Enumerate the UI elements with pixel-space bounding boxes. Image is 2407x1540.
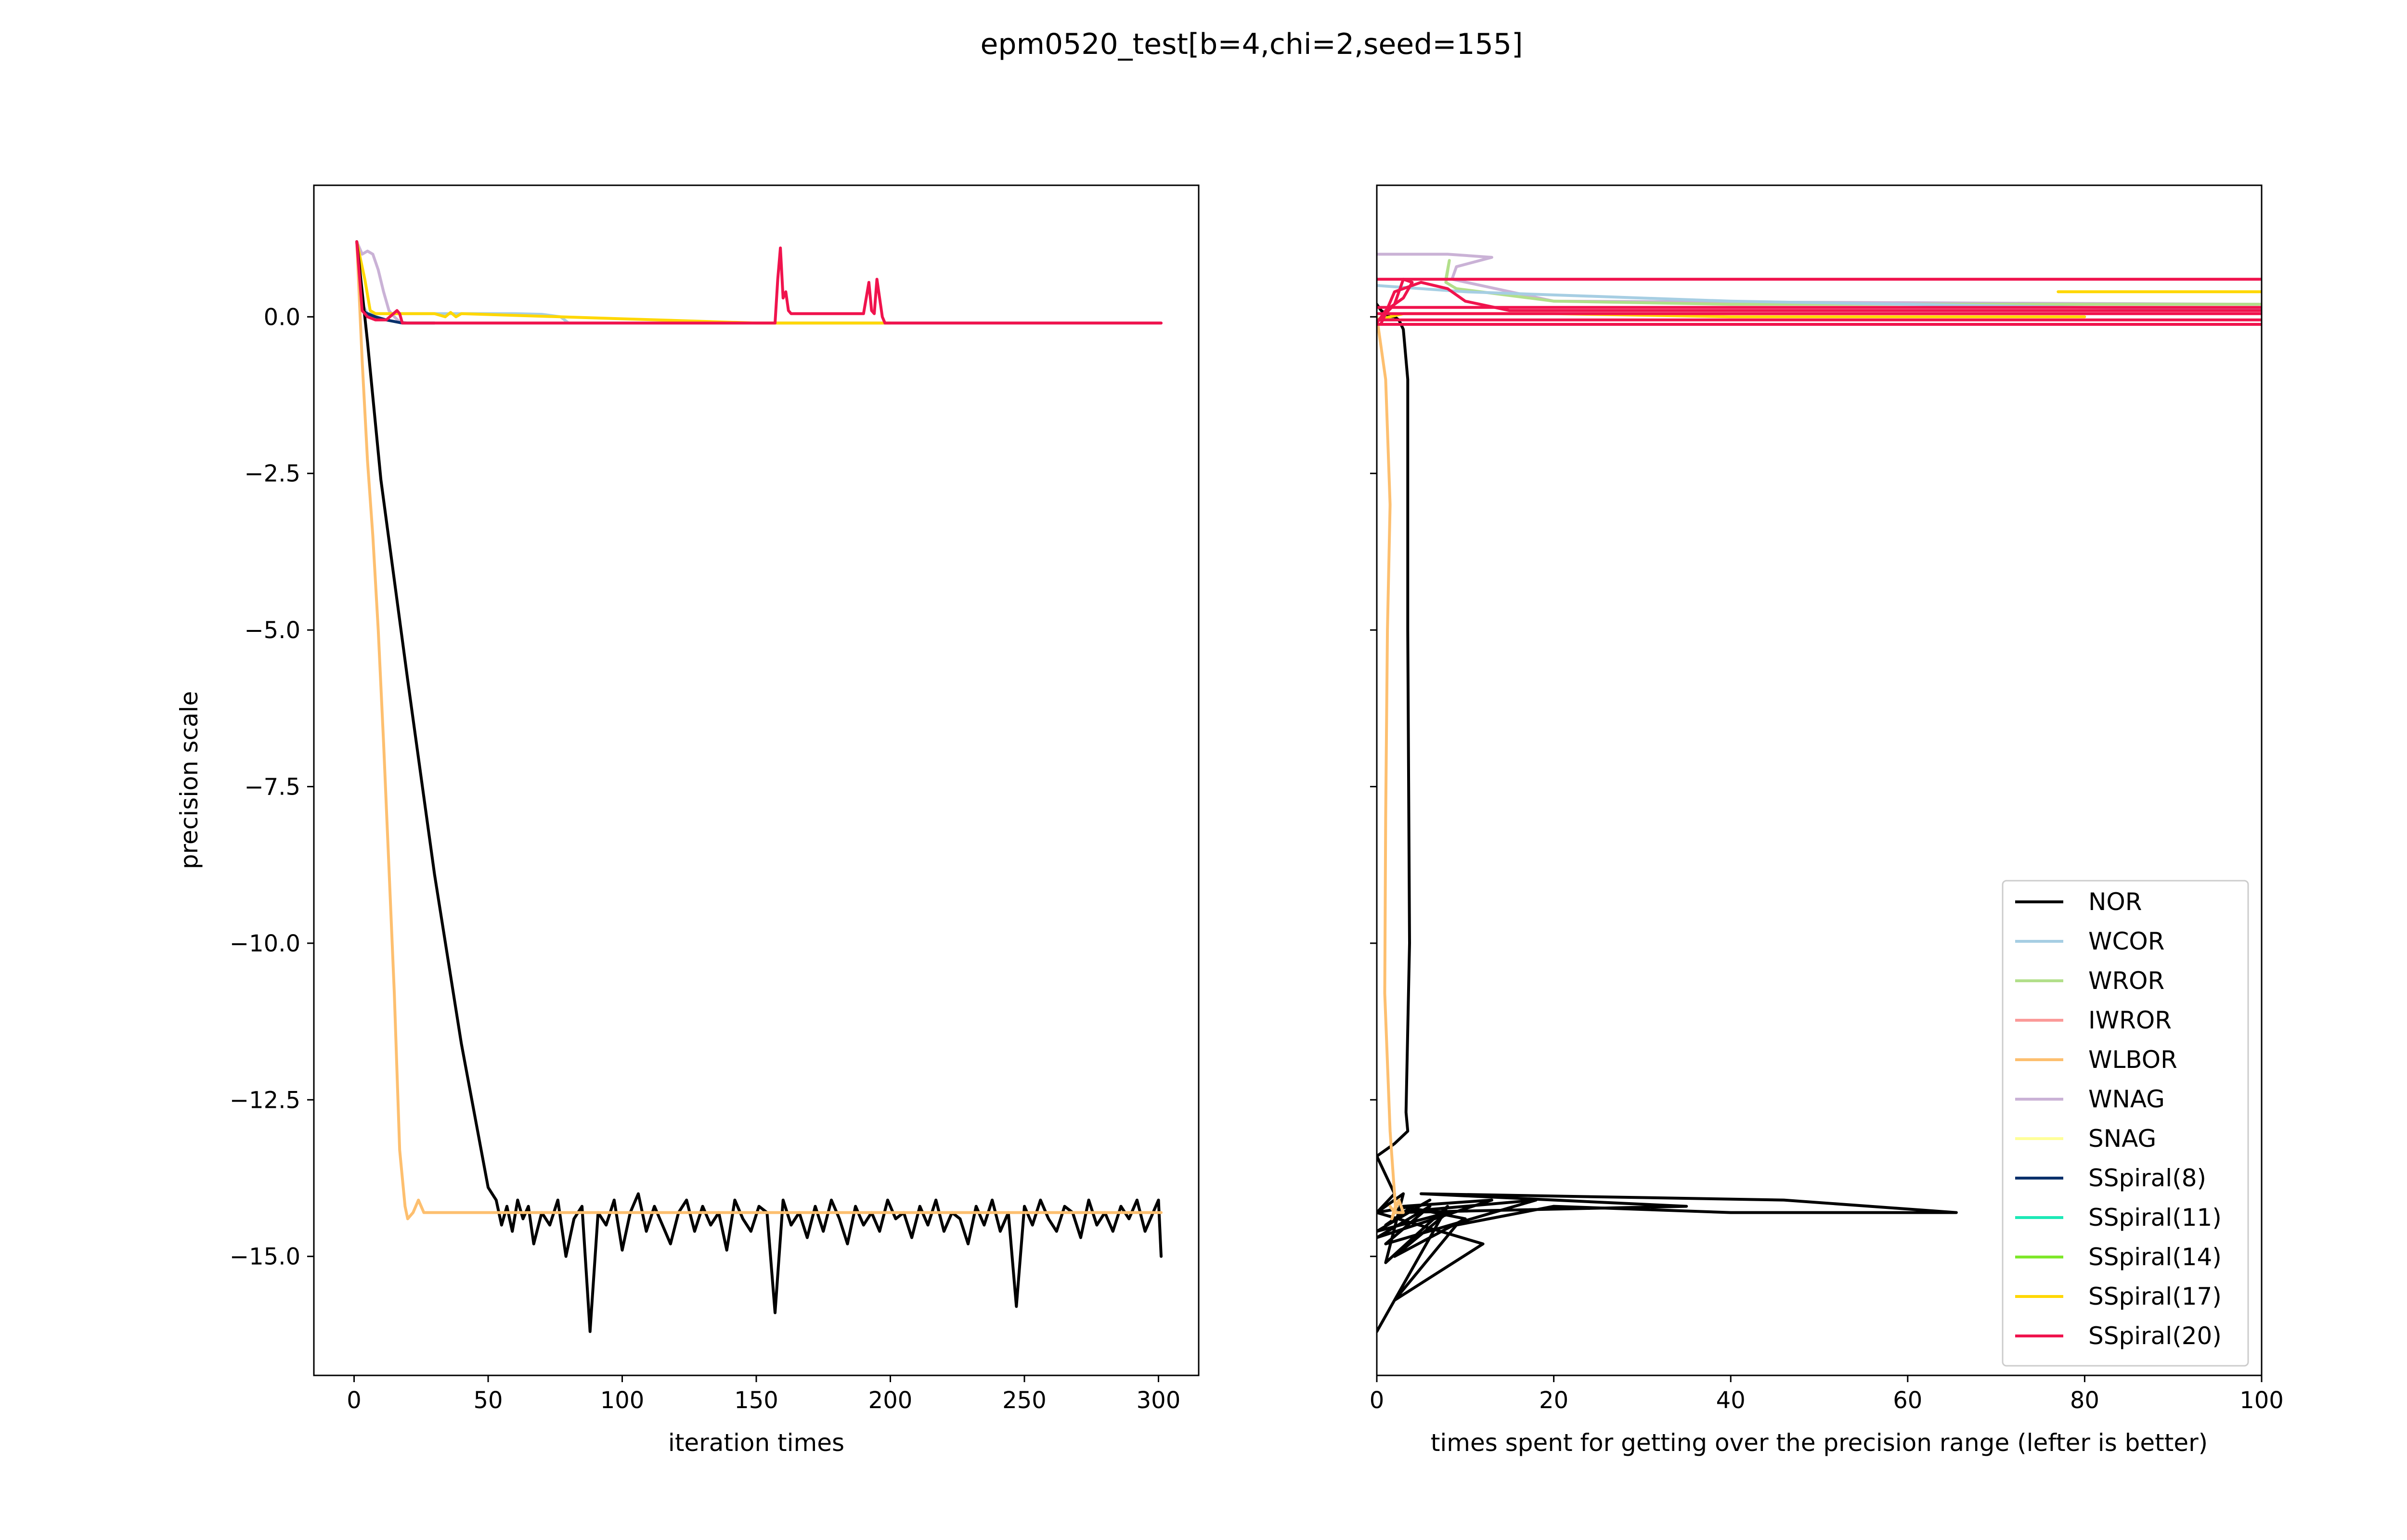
legend-label: SSpiral(20) bbox=[2088, 1322, 2222, 1350]
right-x-tick-label: 20 bbox=[1539, 1387, 1568, 1414]
right-plot-ticks: 0 20 40 60 80 100 bbox=[1370, 316, 2284, 1414]
right-x-tick-label: 60 bbox=[1893, 1387, 1922, 1414]
legend-box bbox=[2002, 880, 2249, 1367]
left-x-tick-label: 100 bbox=[600, 1387, 645, 1414]
right-plot-frame bbox=[1376, 184, 2263, 1376]
left-x-tick-label: 300 bbox=[1137, 1387, 1181, 1414]
left-y-axis-label: precision scale bbox=[175, 691, 203, 869]
legend-label: WNAG bbox=[2088, 1085, 2165, 1113]
legend-label: IWROR bbox=[2088, 1006, 2172, 1034]
left-series-line-6 bbox=[355, 240, 1163, 325]
right-x-axis-label: times spent for getting over the precisi… bbox=[1431, 1429, 2208, 1457]
left-x-tick-label: 250 bbox=[1002, 1387, 1047, 1414]
legend-label: SSpiral(8) bbox=[2088, 1164, 2206, 1192]
legend-label: SSpiral(11) bbox=[2088, 1204, 2222, 1232]
left-series-line-3 bbox=[355, 240, 892, 325]
left-y-tick-label: −5.0 bbox=[244, 617, 300, 644]
legend-label: NOR bbox=[2088, 888, 2142, 916]
left-series-line-4 bbox=[355, 240, 1163, 1333]
legend-label: WCOR bbox=[2088, 927, 2164, 955]
legend-label: SNAG bbox=[2088, 1125, 2156, 1153]
left-plot-ticks: 0 50 100 150 200 250 300 0.0 −2.5 −5.0 −7.5 −10.0 −1… bbox=[230, 304, 1180, 1414]
right-x-tick-label: 0 bbox=[1370, 1387, 1385, 1414]
right-plot: 0 20 40 60 80 100 times spent for getting ove… bbox=[1370, 184, 2284, 1457]
legend: NOR WCOR WROR IWROR WLBOR WNAG SNAG SSpiral(8) S… bbox=[2002, 880, 2249, 1367]
left-x-tick-label: 200 bbox=[868, 1387, 913, 1414]
left-y-tick-label: −12.5 bbox=[230, 1087, 300, 1114]
right-plot-lines bbox=[1377, 253, 2262, 1333]
right-series-line-7 bbox=[1377, 278, 2262, 325]
right-x-tick-label: 100 bbox=[2239, 1387, 2284, 1414]
legend-label: WLBOR bbox=[2088, 1046, 2177, 1074]
left-y-tick-label: 0.0 bbox=[264, 304, 300, 331]
right-series-line-3 bbox=[1444, 259, 2262, 306]
legend-label: SSpiral(14) bbox=[2088, 1243, 2222, 1271]
left-plot-lines bbox=[355, 240, 1163, 1333]
left-y-tick-label: −15.0 bbox=[230, 1244, 300, 1270]
right-series-line-1 bbox=[1377, 315, 1405, 1220]
left-x-tick-label: 150 bbox=[734, 1387, 778, 1414]
left-x-tick-label: 50 bbox=[473, 1387, 503, 1414]
left-series-line-5 bbox=[355, 240, 1163, 1220]
right-x-tick-label: 80 bbox=[2070, 1387, 2099, 1414]
figure-title: epm0520_test[b=4,chi=2,seed=155] bbox=[981, 27, 1523, 61]
left-plot: 0 50 100 150 200 250 300 0.0 −2.5 −5.0 −7.5 −10.0 −1… bbox=[175, 184, 1200, 1457]
left-y-tick-label: −7.5 bbox=[244, 774, 300, 801]
left-x-axis-label: iteration times bbox=[668, 1429, 844, 1457]
right-x-tick-label: 40 bbox=[1716, 1387, 1746, 1414]
legend-label: WROR bbox=[2088, 967, 2164, 995]
left-x-tick-label: 0 bbox=[347, 1387, 362, 1414]
left-y-tick-label: −10.0 bbox=[230, 930, 300, 957]
right-series-line-0 bbox=[1377, 303, 1958, 1333]
left-y-tick-label: −2.5 bbox=[244, 461, 300, 488]
legend-label: SSpiral(17) bbox=[2088, 1283, 2222, 1310]
